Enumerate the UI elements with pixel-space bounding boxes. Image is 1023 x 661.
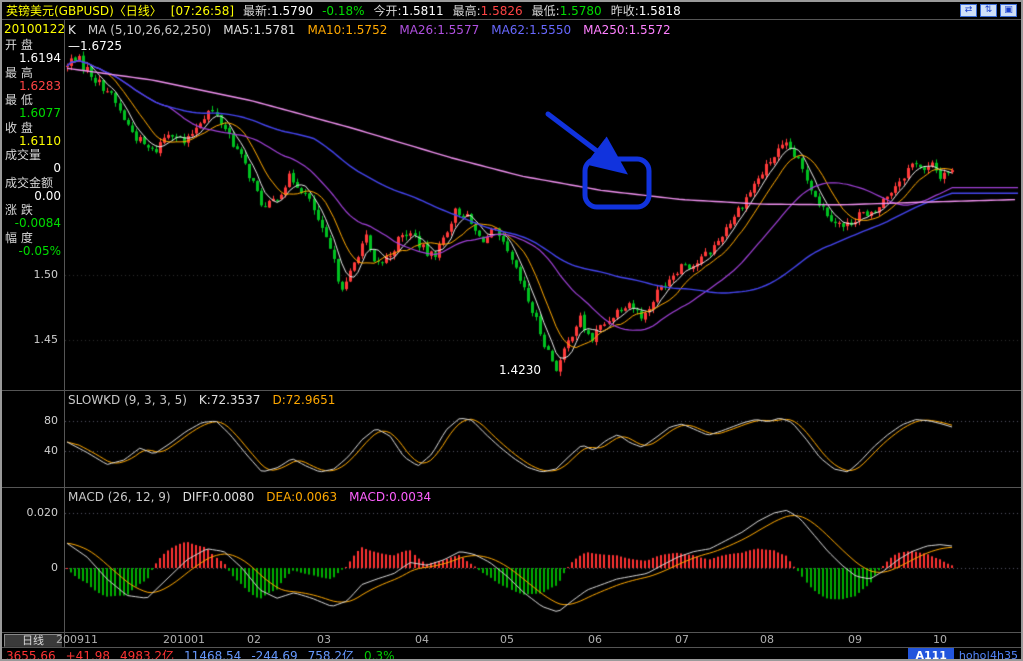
ticker-item: 0.3% [364, 649, 395, 661]
ticker-item: +41.98 [65, 649, 111, 661]
field-value: 1.6110 [19, 133, 61, 148]
price-tick: 1.45 [33, 333, 59, 346]
candlestick-chart[interactable] [65, 20, 1021, 390]
ticker-item: 11468.54 [184, 649, 242, 661]
field-label: 最 高 [5, 65, 33, 80]
prev-close: 昨收:1.5818 [610, 4, 681, 18]
field-label: 收 盘 [5, 120, 33, 135]
x-axis-tick: 201001 [163, 633, 205, 646]
slowkd-tick: 80 [44, 414, 58, 427]
last-price: 最新:1.5790 [243, 4, 314, 18]
statusbar-right: A111 hoho|4h35 [908, 648, 1018, 661]
field-label: 涨 跌 [5, 203, 33, 217]
change-percent: -0.18% [322, 3, 365, 18]
panel-divider [2, 647, 1021, 648]
field-open: 开 盘 1.6194 [2, 39, 64, 65]
x-axis-tick: 05 [500, 633, 514, 646]
quote-title-bar: 英镑美元(GBPUSD)〈日线〉 [07:26:58] 最新:1.5790 -0… [2, 2, 1021, 20]
status-right-text: hoho|4h35 [958, 649, 1018, 661]
ticker-item: -244.69 [251, 649, 298, 661]
field-value: 1.6283 [19, 78, 61, 93]
field-volume: 成交量 0 [2, 149, 64, 175]
today-high: 最高:1.5826 [452, 4, 523, 18]
cursor-date: 20100122 [4, 22, 66, 36]
field-label: 最 低 [5, 93, 33, 107]
field-value: 0 [53, 161, 61, 175]
field-label: 成交金额 [5, 175, 54, 190]
sidebar-divider [64, 20, 65, 647]
macd-chart[interactable] [65, 488, 1021, 632]
field-value: -0.05% [18, 243, 61, 258]
ticker-item: 4983.2亿 [120, 649, 175, 661]
index-ticker-bar: 3655.66 +41.98 4983.2亿 11468.54 -244.69 … [2, 648, 1021, 661]
x-axis-tick: 200911 [56, 633, 98, 646]
x-axis-tick: 07 [675, 633, 689, 646]
field-close: 收 盘 1.6110 [2, 120, 64, 148]
field-label: 成交量 [5, 148, 42, 162]
today-open: 今开:1.5811 [373, 4, 444, 18]
x-axis-tick: 08 [760, 633, 774, 646]
field-label: 幅 度 [5, 230, 33, 245]
field-change: 涨 跌 -0.0084 [2, 204, 64, 230]
field-value: -0.0084 [14, 216, 61, 230]
panel-divider [2, 390, 1021, 391]
ticker-item: 758.2亿 [307, 649, 354, 661]
field-value: 0.00 [34, 188, 61, 203]
field-high: 最 高 1.6283 [2, 65, 64, 93]
field-turnover: 成交金额 0.00 [2, 175, 64, 203]
x-axis-tick: 02 [247, 633, 261, 646]
slowkd-chart[interactable] [65, 391, 1021, 487]
slowkd-tick: 40 [44, 444, 58, 457]
field-value: 1.6077 [19, 106, 61, 120]
panel-divider [2, 632, 1021, 633]
scroll-up-down-icon[interactable]: ⇅ [980, 4, 997, 17]
quote-info-sidebar: 20100122 开 盘 1.6194 最 高 1.6283 最 低 1.607… [2, 20, 66, 259]
macd-tick: 0 [51, 561, 58, 574]
price-tick: 1.50 [33, 268, 59, 281]
x-axis: 200911 201001 02 03 04 05 06 07 08 09 10 [2, 633, 1021, 647]
x-axis-tick: 04 [415, 633, 429, 646]
today-low: 最低:1.5780 [531, 4, 602, 18]
macd-tick: 0.020 [26, 506, 59, 519]
period-button[interactable]: 日线 [4, 634, 62, 647]
x-axis-tick: 10 [933, 633, 947, 646]
quote-time: [07:26:58] [170, 3, 235, 18]
field-value: 1.6194 [19, 51, 61, 65]
x-axis-tick: 03 [317, 633, 331, 646]
titlebar-toolbar: ⇄ ⇅ ▣ [960, 4, 1017, 17]
x-axis-tick: 06 [588, 633, 602, 646]
ticker-item: 3655.66 [6, 649, 56, 661]
panel-divider [2, 487, 1021, 488]
field-change-pct: 幅 度 -0.05% [2, 230, 64, 258]
window-icon[interactable]: ▣ [1000, 4, 1017, 17]
field-label: 开 盘 [5, 38, 33, 52]
x-axis-tick: 09 [848, 633, 862, 646]
scroll-left-right-icon[interactable]: ⇄ [960, 4, 977, 17]
field-low: 最 低 1.6077 [2, 94, 64, 120]
status-badge[interactable]: A111 [908, 648, 954, 659]
symbol-title: 英镑美元(GBPUSD)〈日线〉 [6, 4, 162, 18]
